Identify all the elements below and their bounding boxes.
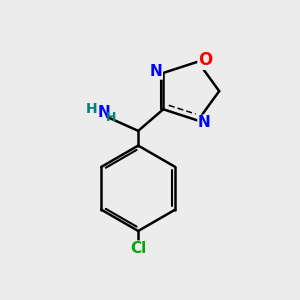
Text: H: H bbox=[106, 111, 116, 124]
Text: Cl: Cl bbox=[130, 241, 146, 256]
Text: O: O bbox=[198, 51, 212, 69]
Text: H: H bbox=[85, 102, 97, 116]
Text: N: N bbox=[198, 116, 211, 130]
Text: N: N bbox=[98, 105, 111, 120]
Text: N: N bbox=[149, 64, 162, 79]
